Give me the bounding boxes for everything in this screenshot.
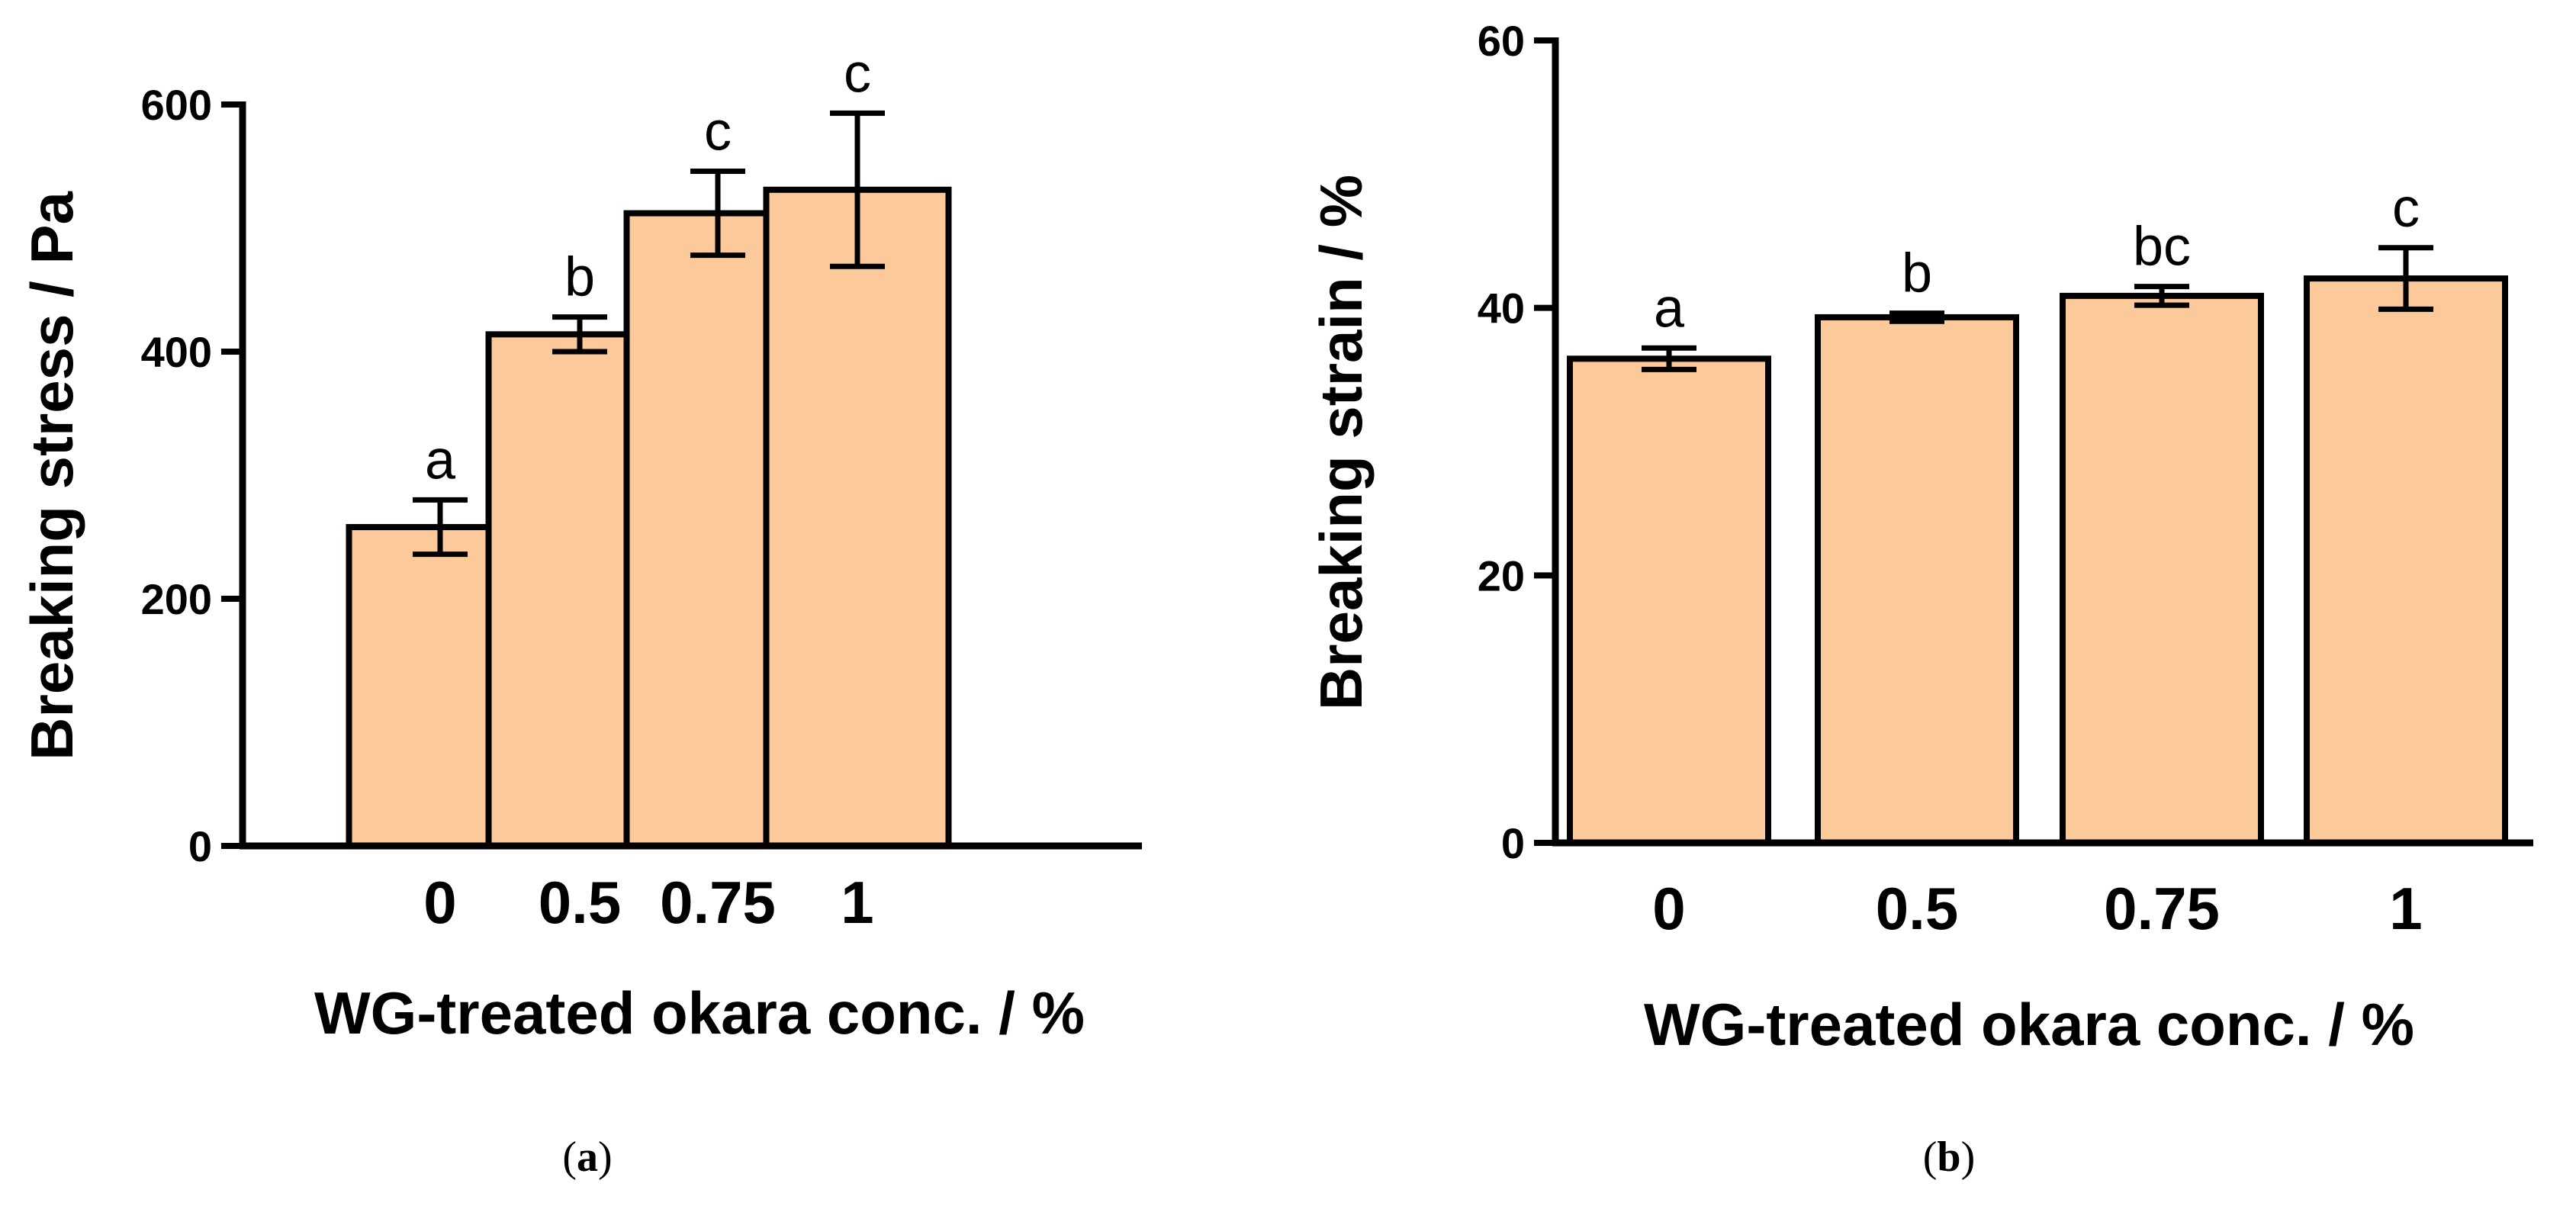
x-tick-label: 0.5	[539, 869, 621, 936]
axes	[221, 101, 1142, 850]
significance-label: a	[425, 429, 456, 490]
significance-labels: a b c c	[425, 43, 871, 490]
x-tick-label: 0.5	[1876, 875, 1958, 942]
significance-label: b	[1902, 243, 1932, 304]
x-tick-label: 0.75	[2104, 875, 2220, 942]
chart-panel-a: a b c c 0 200 400 600 0 0.5 0.75 1 Breaking stres…	[18, 43, 1142, 1181]
significance-label: b	[564, 247, 595, 308]
x-tick-label: 0	[423, 869, 456, 936]
error-bar-group	[1642, 245, 2433, 372]
bar-0.75	[2060, 292, 2264, 846]
x-category-labels: 0 0.5 0.75 1	[1652, 875, 2422, 942]
panel-label-a: (a)	[562, 1133, 612, 1181]
x-category-labels: 0 0.5 0.75 1	[423, 869, 873, 936]
x-tick-label: 1	[2389, 875, 2422, 942]
x-axis-title: WG-treated okara conc. / %	[1644, 991, 2414, 1058]
y-axis-title: Breaking stress / Pa	[18, 191, 85, 760]
bar-group	[1567, 275, 2508, 846]
panel-label-b: (b)	[1923, 1133, 1975, 1181]
error-bar-group	[413, 110, 885, 558]
y-tick-label: 0	[1501, 819, 1525, 867]
significance-label: bc	[2133, 217, 2191, 278]
y-axis-title: Breaking strain / %	[1307, 175, 1375, 710]
significance-label: c	[844, 43, 871, 104]
y-tick-label: 0	[188, 822, 212, 870]
x-tick-label: 0.75	[660, 869, 776, 936]
significance-label: c	[2392, 178, 2420, 239]
y-tick-labels: 0 200 400 600	[141, 81, 212, 870]
significance-label: a	[1654, 278, 1685, 339]
chart-panel-b: a b bc c 0 20 40 60 0 0.5 0.75 1 Breaking strain …	[1307, 17, 2533, 1181]
significance-label: c	[704, 101, 732, 162]
bar-1	[763, 186, 952, 849]
axes	[1534, 37, 2533, 847]
x-axis-title: WG-treated okara conc. / %	[314, 979, 1085, 1047]
y-tick-label: 400	[141, 328, 212, 376]
y-tick-label: 20	[1478, 551, 1525, 600]
bar-0	[1567, 355, 1771, 846]
x-tick-label: 1	[841, 869, 873, 936]
y-tick-label: 600	[141, 81, 212, 129]
y-tick-labels: 0 20 40 60	[1478, 17, 1525, 867]
bar-1	[2304, 275, 2508, 846]
x-tick-label: 0	[1652, 875, 1685, 942]
significance-labels: a b bc c	[1654, 178, 2420, 339]
y-tick-label: 40	[1478, 285, 1525, 333]
y-tick-label: 200	[141, 575, 212, 623]
bar-0.5	[1815, 314, 2019, 846]
y-tick-label: 60	[1478, 17, 1525, 65]
